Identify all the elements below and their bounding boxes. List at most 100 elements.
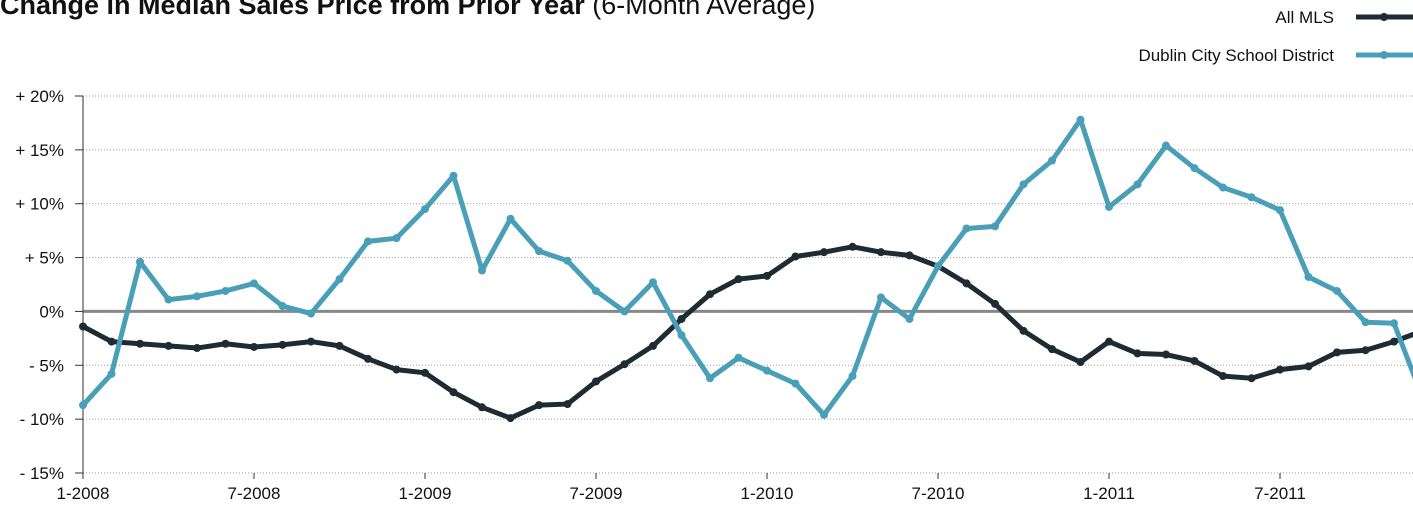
point (1333, 348, 1341, 357)
point (1304, 362, 1313, 371)
x-tick-label: 1-2008 (57, 484, 110, 503)
point (392, 365, 401, 374)
point (706, 374, 714, 383)
legend-point (1380, 13, 1388, 21)
y-tick-label: + 15% (15, 141, 64, 160)
point (364, 354, 372, 363)
point (193, 344, 201, 353)
point (763, 271, 771, 280)
point (1076, 358, 1085, 367)
point (421, 205, 429, 214)
x-tick-label: 7-2008 (228, 484, 281, 503)
point (905, 314, 914, 323)
plot (79, 115, 1413, 423)
point (392, 234, 401, 243)
point (107, 369, 116, 378)
point (364, 237, 372, 246)
point (250, 342, 258, 351)
point (1390, 337, 1398, 346)
chart-subtitle: (6-Month Average) (592, 0, 815, 20)
point (478, 266, 486, 275)
point (1219, 183, 1227, 192)
point (820, 410, 828, 419)
point (677, 331, 686, 340)
point (1048, 156, 1056, 165)
point (1247, 374, 1256, 383)
y-tick-label: - 15% (20, 464, 64, 483)
chart-title-group: Change in Median Sales Price from Prior … (0, 0, 815, 20)
point (934, 262, 942, 271)
point (877, 248, 885, 257)
point (307, 309, 315, 318)
legend-label: All MLS (1275, 8, 1334, 27)
y-tick-label: + 10% (15, 195, 64, 214)
point (1247, 193, 1256, 202)
point (478, 403, 486, 412)
point (1133, 180, 1142, 189)
point (1219, 372, 1227, 381)
point (136, 339, 144, 348)
point (592, 377, 600, 386)
point (763, 366, 771, 375)
point (649, 278, 657, 287)
point (449, 171, 458, 180)
point (421, 368, 429, 377)
point (1105, 337, 1113, 346)
point (991, 299, 999, 308)
point (1190, 356, 1199, 365)
point (136, 257, 144, 266)
point (79, 401, 87, 410)
point (506, 214, 515, 223)
x-tick-label: 1-2010 (741, 484, 794, 503)
point (1190, 164, 1199, 173)
y-tick-label: - 10% (20, 410, 64, 429)
point (164, 341, 173, 350)
point (107, 337, 116, 346)
point (1162, 141, 1170, 150)
point (1162, 350, 1170, 359)
point (649, 341, 657, 350)
point (449, 388, 458, 397)
point (1105, 202, 1113, 211)
chart-title: Change in Median Sales Price from Prior … (0, 0, 585, 20)
point (563, 256, 572, 265)
point (1333, 286, 1341, 295)
y-tick-label: + 5% (25, 249, 64, 268)
x-tick-label: 1-2009 (399, 484, 452, 503)
point (1304, 272, 1313, 281)
x-tick-label: 1-2011 (1083, 484, 1135, 503)
point (1019, 180, 1028, 189)
point (79, 322, 87, 331)
point (335, 341, 344, 350)
point (848, 372, 857, 381)
point (563, 400, 572, 409)
point (791, 379, 800, 388)
y-tick-label: - 5% (29, 356, 64, 375)
point (221, 286, 230, 295)
point (1019, 326, 1028, 335)
point (1048, 345, 1056, 354)
point (962, 279, 971, 288)
point (250, 279, 258, 288)
point (1390, 319, 1398, 328)
point (1276, 365, 1284, 374)
point (278, 302, 287, 311)
point (335, 275, 344, 284)
x-tick-label: 7-2010 (912, 484, 965, 503)
point (734, 275, 743, 284)
point (848, 242, 857, 251)
point (535, 401, 543, 410)
legend-point (1380, 51, 1388, 59)
point (905, 251, 914, 260)
x-tick-label: 7-2011 (1254, 484, 1306, 503)
point (1276, 206, 1284, 215)
point (620, 360, 629, 369)
x-tick-label: 7-2009 (570, 484, 623, 503)
series-line (81, 117, 1413, 418)
point (620, 307, 629, 316)
point (1076, 115, 1085, 124)
point (734, 353, 743, 362)
y-tick-label: 0% (39, 302, 64, 321)
point (307, 337, 315, 346)
